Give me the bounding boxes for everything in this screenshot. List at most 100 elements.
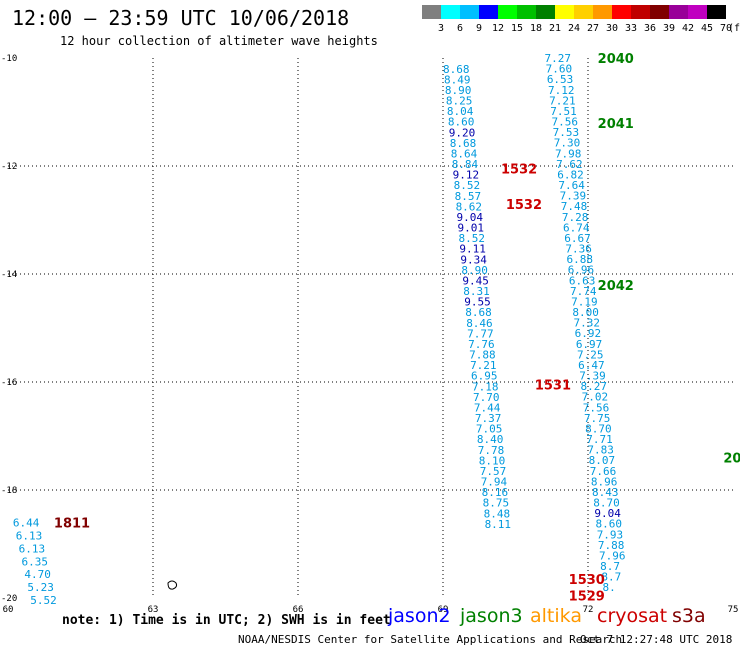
wave-height-value: 5.23 (27, 581, 54, 594)
wave-height-value: 8.52 (458, 232, 485, 245)
wave-height-value: 8.68 (443, 63, 470, 76)
wave-height-value: 8.48 (484, 507, 511, 520)
wave-height-value: 8.62 (456, 200, 483, 213)
satellite-s3a: s3a (672, 605, 706, 627)
wave-height-value: 6.63 (569, 274, 596, 287)
wave-height-value: 8.31 (463, 285, 490, 298)
wave-height-value: 8.40 (477, 433, 504, 446)
wave-height-value: 7.70 (473, 391, 500, 404)
wave-height-value: 7.66 (590, 465, 617, 478)
wave-height-value: 7.75 (584, 412, 611, 425)
y-tick-label: -20 (1, 594, 17, 604)
pass-time-label: 1531 (535, 379, 571, 394)
wave-height-value: 8.68 (450, 137, 477, 150)
wave-height-value: 7.77 (467, 327, 494, 340)
scale-label: 18 (529, 23, 543, 34)
wave-height-value: 8.7 (601, 571, 621, 584)
wave-height-value: 7.32 (574, 317, 601, 330)
wave-height-value: 7.83 (587, 444, 614, 457)
wave-height-value: 9.20 (449, 126, 476, 139)
wave-height-value: 5.52 (30, 594, 57, 607)
wave-height-value: 7.74 (570, 285, 597, 298)
wave-height-value: 8.84 (452, 158, 479, 171)
pass-time-label: 2041 (598, 117, 634, 132)
wave-height-value: 8.57 (455, 190, 482, 203)
scale-label: 33 (624, 23, 638, 34)
wave-height-value: 8.07 (589, 454, 616, 467)
wave-height-value: 8.04 (447, 105, 474, 118)
wave-height-value: 6.96 (568, 264, 595, 277)
wave-height-value: 7.53 (553, 126, 580, 139)
wave-height-value: 7.56 (583, 401, 610, 414)
wave-height-value: 8.52 (454, 179, 481, 192)
y-tick-label: -18 (1, 486, 17, 496)
wave-height-value: 6.13 (19, 542, 45, 555)
wave-height-value: 8. (603, 581, 616, 594)
scale-label: 9 (475, 23, 483, 34)
wave-height-value: 7.21 (549, 94, 576, 107)
wave-height-value: 6.74 (563, 221, 590, 234)
wave-height-value: 9.45 (462, 274, 489, 287)
satellite-cryosat: cryosat (597, 605, 668, 627)
scale-label: 3 (437, 23, 445, 34)
wave-height-value: 8.46 (466, 317, 493, 330)
scale-label: 30 (605, 23, 619, 34)
wave-height-value: 9.04 (457, 211, 484, 224)
wave-height-value: 8.90 (445, 84, 472, 97)
credit-text: NOAA/NESDIS Center for Satellite Applica… (238, 633, 623, 646)
scale-label: 12 (491, 23, 505, 34)
wave-height-value: 8.16 (482, 486, 509, 499)
wave-height-value: 7.88 (598, 539, 625, 552)
wave-height-value: 6.44 (13, 516, 40, 529)
wave-height-value: 7.71 (586, 433, 613, 446)
scale-label: 27 (586, 23, 600, 34)
wave-height-value: 8.11 (485, 518, 512, 531)
wave-height-value: 6.47 (578, 359, 605, 372)
wave-height-value: 8.00 (572, 306, 599, 319)
generation-timestamp: Oct 7 12:27:48 UTC 2018 (580, 633, 733, 646)
wave-height-value: 7.76 (468, 338, 495, 351)
scale-label: 6 (456, 23, 464, 34)
pass-time-label: 1530 (569, 573, 605, 588)
wave-height-value: 7.51 (550, 105, 577, 118)
scale-label: 15 (510, 23, 524, 34)
pass-time-label: 1529 (569, 589, 605, 604)
x-tick-label: 69 (438, 605, 449, 615)
wave-height-value: 7.30 (554, 137, 581, 150)
scale-label: 70 (719, 23, 733, 34)
wave-height-value: 9.11 (459, 243, 486, 256)
wave-height-value: 7.39 (560, 190, 587, 203)
wave-height-value: 8.10 (479, 454, 506, 467)
island-outline (167, 580, 178, 590)
y-tick-label: -16 (1, 378, 17, 388)
wave-height-value: 9.01 (458, 222, 485, 235)
wave-height-value: 7.39 (579, 370, 606, 383)
pass-time-label: 2043 (723, 452, 740, 467)
wave-height-value: 7.37 (475, 412, 502, 425)
scale-label: 42 (681, 23, 695, 34)
wave-height-value: 7.19 (571, 295, 598, 308)
wave-height-value: 9.12 (453, 169, 480, 182)
scale-label: 36 (643, 23, 657, 34)
wave-height-value: 7.12 (548, 84, 575, 97)
wave-height-value: 7.27 (545, 52, 572, 65)
pass-time-label: 2042 (598, 279, 634, 294)
wave-height-value: 8.60 (448, 116, 475, 129)
wave-height-value: 7.28 (562, 211, 589, 224)
wave-height-value: 7.62 (556, 158, 583, 171)
wave-height-value: 6.35 (22, 555, 49, 568)
pass-time-label: 1532 (506, 198, 542, 213)
scale-label: 45 (700, 23, 714, 34)
wave-height-value: 8.96 (591, 475, 618, 488)
wave-height-value: 7.64 (558, 179, 585, 192)
wave-height-value: 9.34 (460, 253, 487, 266)
x-tick-label: 63 (148, 605, 159, 615)
wave-height-value: 7.44 (474, 401, 501, 414)
wave-height-value: 6.88 (567, 253, 594, 266)
satellite-jason3: jason3 (460, 605, 523, 627)
y-tick-label: -14 (1, 270, 17, 280)
pass-time-label: 1532 (501, 163, 537, 178)
scale-label: 24 (567, 23, 581, 34)
wave-height-value: 6.13 (16, 529, 43, 542)
